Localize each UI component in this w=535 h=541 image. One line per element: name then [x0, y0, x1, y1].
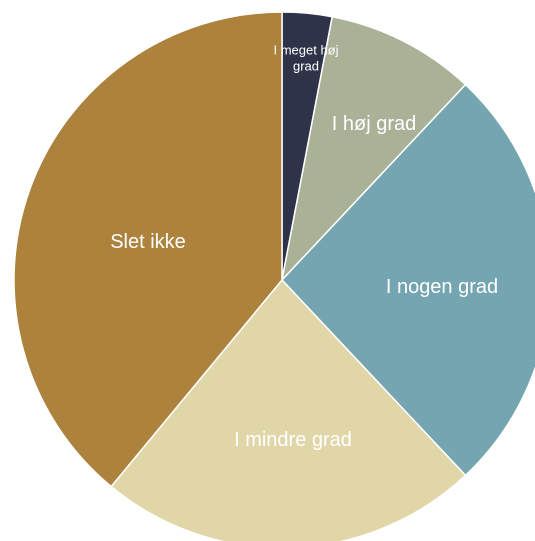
- slice-label: I høj grad: [331, 113, 417, 135]
- pie-slice: [110, 278, 467, 541]
- slice-label: I nogen grad: [385, 276, 499, 298]
- slice-label: I meget høj grad: [273, 42, 339, 73]
- pie-slice: [280, 83, 535, 477]
- pie-slice: [13, 11, 283, 488]
- pie-slice: [280, 15, 467, 283]
- slice-label: I mindre grad: [234, 429, 352, 451]
- slice-label: Slet ikke: [110, 231, 186, 253]
